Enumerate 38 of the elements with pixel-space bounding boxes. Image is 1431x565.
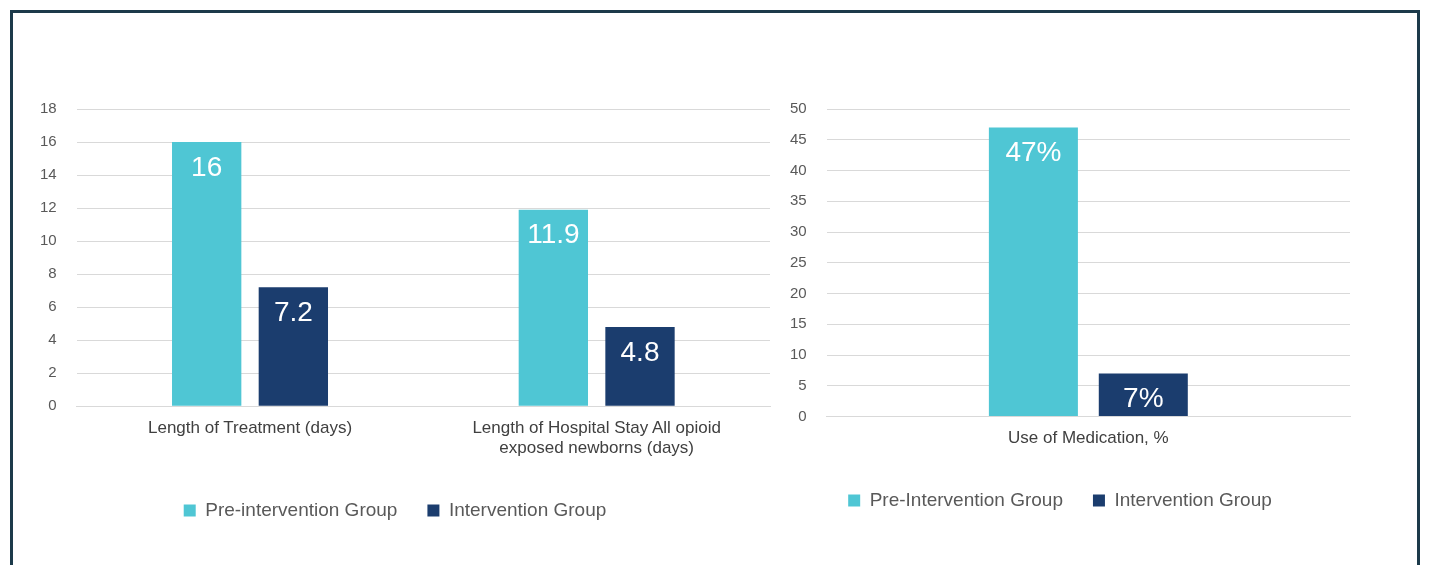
x-tick-label: Use of Medication, % bbox=[1008, 428, 1169, 448]
y-tick-label: 20 bbox=[790, 283, 807, 301]
y-tick-label: 50 bbox=[790, 99, 807, 117]
y-tick-label: 45 bbox=[790, 129, 807, 147]
data-label: 7.2 bbox=[273, 296, 313, 328]
y-tick-label: 5 bbox=[798, 375, 807, 393]
y-tick-label: 0 bbox=[48, 396, 57, 414]
y-tick-label: 25 bbox=[790, 252, 807, 270]
y-tick-label: 4 bbox=[48, 330, 57, 348]
y-tick-label: 10 bbox=[40, 231, 57, 249]
y-tick-label: 0 bbox=[798, 406, 807, 424]
x-tick-label: Length of Hospital Stay All opioid exposed newborns (days) bbox=[472, 418, 721, 458]
y-tick-label: 14 bbox=[40, 165, 57, 183]
x-tick-label: Length of Treatment (days) bbox=[147, 418, 353, 438]
bar bbox=[172, 142, 242, 406]
legend-label: Pre-Intervention Group bbox=[869, 488, 1063, 510]
bar bbox=[258, 287, 329, 406]
data-label: 47% bbox=[1005, 136, 1062, 168]
y-tick-label: 35 bbox=[790, 191, 807, 209]
y-tick-label: 2 bbox=[48, 363, 57, 381]
y-tick-label: 40 bbox=[790, 160, 807, 178]
data-label: 4.8 bbox=[620, 335, 660, 367]
bar bbox=[605, 326, 675, 406]
y-tick-label: 30 bbox=[790, 222, 807, 240]
y-tick-label: 12 bbox=[40, 198, 57, 216]
y-tick-label: 6 bbox=[48, 297, 57, 315]
data-label: 16 bbox=[191, 150, 223, 182]
y-tick-label: 18 bbox=[40, 99, 57, 117]
legend-label: Intervention Group bbox=[1114, 488, 1272, 510]
y-tick-label: 15 bbox=[790, 314, 807, 332]
legend-label: Intervention Group bbox=[448, 498, 607, 520]
legend-label: Pre-intervention Group bbox=[205, 498, 398, 520]
data-label: 7% bbox=[1123, 382, 1164, 414]
y-tick-label: 10 bbox=[790, 345, 807, 363]
y-tick-label: 8 bbox=[48, 264, 57, 282]
data-label: 11.9 bbox=[527, 218, 580, 250]
bar bbox=[518, 209, 589, 406]
y-tick-label: 16 bbox=[40, 132, 57, 150]
